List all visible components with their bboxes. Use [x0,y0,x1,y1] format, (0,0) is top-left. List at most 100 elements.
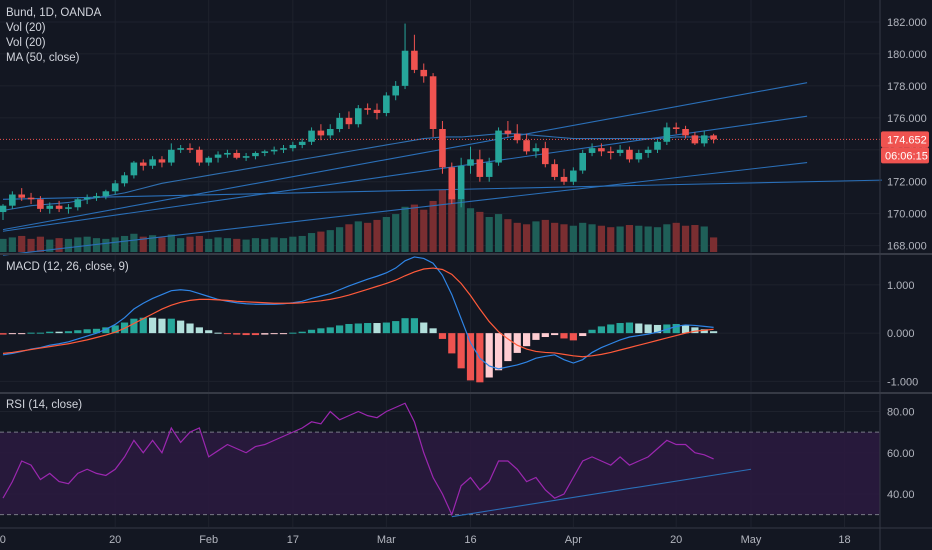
candle-body[interactable] [429,76,437,129]
candle-body[interactable] [607,151,615,153]
macd-pane[interactable] [0,256,718,383]
candle-body[interactable] [27,197,35,200]
candle-body[interactable] [523,140,530,152]
candle-body[interactable] [598,148,605,152]
price-pane[interactable] [0,23,882,256]
candle-body[interactable] [663,127,671,142]
candle-body[interactable] [261,151,269,153]
candle-body[interactable] [467,159,474,166]
candle-body[interactable] [280,148,287,150]
candle-body[interactable] [588,148,596,153]
candle-body[interactable] [46,205,54,209]
candle-body[interactable] [83,197,91,200]
candle-body[interactable] [74,199,82,208]
rsi-trendline[interactable] [451,468,752,518]
candle-body[interactable] [626,149,633,160]
candle-body[interactable] [270,149,278,152]
candle-body[interactable] [691,135,699,144]
candle-body[interactable] [504,130,512,134]
macd-histogram-bar [504,333,512,362]
candle-body[interactable] [392,85,399,96]
candle-body[interactable] [158,159,166,163]
candle-body[interactable] [111,183,119,192]
vol-indicator-label[interactable]: Vol (20) [6,22,46,34]
candle-body[interactable] [326,129,334,136]
candle-body[interactable] [214,154,222,158]
trendline[interactable] [2,82,808,231]
candle-body[interactable] [177,148,184,150]
candle-body[interactable] [476,159,484,177]
candle-body[interactable] [672,127,680,129]
candle-body[interactable] [93,196,100,198]
price-axis[interactable]: 182.000180.000178.000176.000174.000172.0… [887,17,927,501]
candle-body[interactable] [682,129,689,136]
trendline[interactable] [2,179,882,200]
volume-bar [532,221,540,252]
candle-body[interactable] [457,165,465,200]
rsi-indicator-label[interactable]: RSI (14, close) [6,399,83,411]
candle-body[interactable] [289,144,297,149]
candle-body[interactable] [65,207,72,209]
candle-body[interactable] [710,135,717,140]
candle-body[interactable] [542,148,549,165]
candle-body[interactable] [411,50,418,70]
candle-body[interactable] [308,130,315,142]
candle-body[interactable] [364,108,371,110]
candle-body[interactable] [700,135,708,144]
candle-body[interactable] [9,194,16,206]
candle-body[interactable] [579,152,586,171]
vol-indicator-label-2[interactable]: Vol (20) [6,37,46,49]
rsi-pane[interactable] [0,402,880,518]
candle-body[interactable] [644,149,652,153]
candle-body[interactable] [0,205,7,213]
candle-body[interactable] [570,170,577,182]
candle-body[interactable] [336,117,343,129]
candle-body[interactable] [439,129,446,168]
candle-body[interactable] [448,167,456,200]
candle-body[interactable] [532,148,540,152]
candle-body[interactable] [383,95,390,114]
candle-body[interactable] [551,164,558,177]
candle-body[interactable] [513,133,521,141]
candle-body[interactable] [355,108,362,125]
candle-body[interactable] [345,117,353,125]
ma-indicator-label[interactable]: MA (50, close) [6,52,80,64]
candle-body[interactable] [186,148,194,150]
candle-body[interactable] [224,152,231,155]
trendline[interactable] [2,115,808,232]
candle-body[interactable] [635,152,643,160]
candles[interactable] [0,23,717,221]
candle-body[interactable] [102,191,110,197]
symbol-title[interactable]: Bund, 1D, OANDA [6,7,102,19]
volume-bar [429,200,437,252]
macd-indicator-label[interactable]: MACD (12, 26, close, 9) [6,261,129,273]
candle-body[interactable] [121,175,128,184]
candle-body[interactable] [242,156,250,158]
time-axis[interactable]: 202020Feb17Mar16Apr20May18 [0,534,851,546]
candle-body[interactable] [298,141,306,145]
candle-body[interactable] [420,69,428,77]
trendlines[interactable] [2,82,882,256]
candle-body[interactable] [55,205,63,209]
candle-body[interactable] [196,149,203,163]
candle-body[interactable] [654,141,661,150]
candle-body[interactable] [130,162,138,176]
candle-body[interactable] [205,157,212,163]
candle-body[interactable] [139,162,147,166]
candle-body[interactable] [149,159,156,166]
candle-body[interactable] [317,130,325,136]
candle-body[interactable] [485,162,493,177]
candle-body[interactable] [168,149,175,163]
candle-body[interactable] [252,152,259,157]
trendline[interactable] [2,161,808,256]
candle-body[interactable] [18,194,25,198]
candle-body[interactable] [401,50,409,86]
candle-body[interactable] [373,109,381,114]
candle-body[interactable] [37,199,44,209]
candle-body[interactable] [495,130,502,163]
candle-body[interactable] [233,152,241,158]
candle-body[interactable] [560,176,568,182]
candle-body[interactable] [616,149,624,153]
